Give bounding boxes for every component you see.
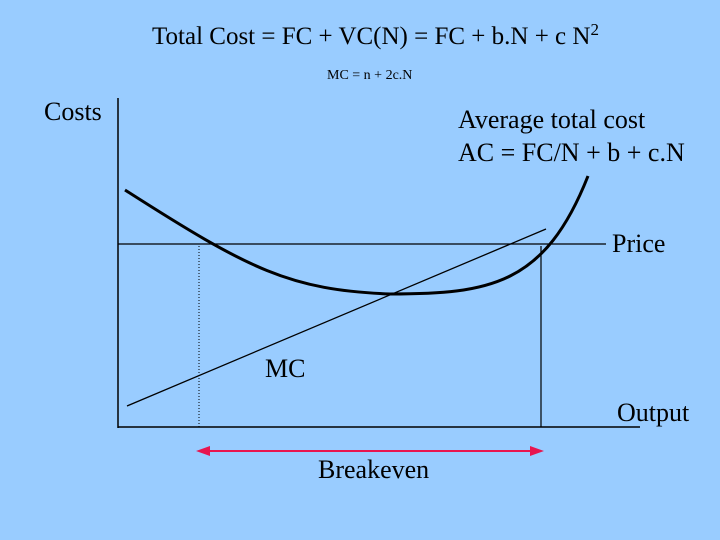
average-cost-title: Average total cost [458, 105, 646, 134]
average-cost-equation: AC = FC/N + b + c.N [458, 138, 685, 167]
x-axis-label: Output [617, 398, 690, 427]
mc-line-label: MC [265, 354, 306, 383]
marginal-cost-line [126, 228, 547, 407]
title-text: Total Cost = FC + VC(N) = FC + b.N + c N [152, 23, 591, 50]
marginal-cost-equation: MC = n + 2c.N [327, 68, 413, 83]
breakeven-label: Breakeven [318, 455, 430, 484]
average-cost-label: Average total cost AC = FC/N + b + c.N [458, 103, 685, 169]
y-axis-label: Costs [44, 97, 102, 126]
price-label: Price [612, 229, 666, 258]
diagram-title: Total Cost = FC + VC(N) = FC + b.N + c N… [152, 20, 599, 51]
title-exponent: 2 [590, 20, 599, 39]
breakeven-range-arrow [196, 446, 544, 456]
average-cost-curve [124, 175, 590, 296]
